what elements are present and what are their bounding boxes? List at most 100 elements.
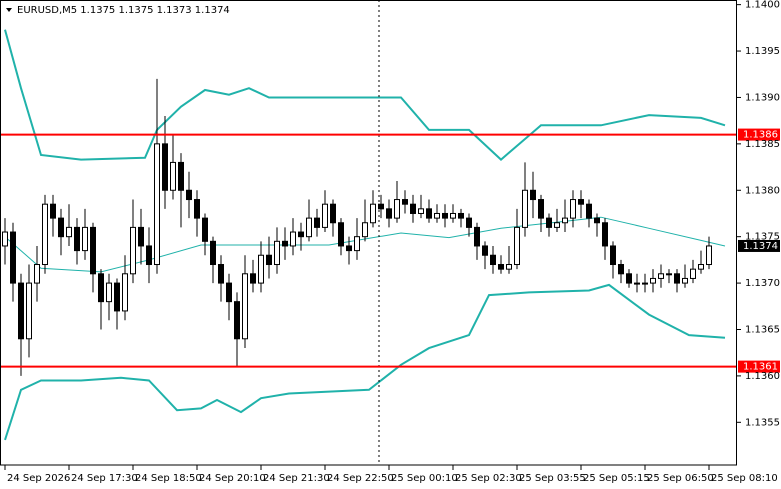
candle-body [282,240,288,247]
candle-body [66,226,72,238]
candle-body [642,282,648,285]
candle-body [50,203,56,219]
y-tick-label: 1.1400 [745,0,780,11]
candle-body [90,226,96,275]
candle-body [578,199,584,205]
last-price-bg [738,239,780,252]
candle-body [418,208,424,214]
candle-body [330,203,336,224]
candle-body [434,212,440,219]
candle-body [426,208,432,219]
y-tick-label: 1.1370 [745,278,780,289]
candle-body [626,273,632,284]
candle-body [402,199,408,205]
candle-body [386,208,392,219]
candle-body [490,254,496,266]
candle-body [466,217,472,228]
y-tick-label: 1.1395 [745,46,780,57]
y-tick-label: 1.1365 [745,324,780,335]
x-tick-label: 24 Sep 21:30 [263,473,330,484]
x-tick-label: 24 Sep 20:10 [199,473,266,484]
y-tick-label: 1.1375 [745,232,780,243]
level-label: 1.1361 [743,362,778,373]
candle-body [514,226,520,266]
level-label-bg [738,128,780,141]
x-tick-label: 24 Sep 22:50 [327,473,394,484]
candle-body [266,254,272,266]
chart-title: EURUSD,M5 1.1375 1.1375 1.1373 1.1374 [17,5,230,16]
candle-body [122,273,128,312]
bands [4,29,726,441]
candle-body [538,199,544,219]
candle-body [114,282,120,312]
x-tick-label: 24 Sep 18:50 [135,473,202,484]
candle-body [474,226,480,247]
candle-body [258,254,264,284]
candle-body [82,226,88,252]
candle-body [362,222,368,238]
y-tick-label: 1.1380 [745,185,780,196]
candle-body [522,189,528,228]
level-label-bg [738,360,780,373]
band-line [4,216,726,273]
candle-body [106,282,112,303]
candle-body [506,264,512,270]
y-tick-label: 1.1390 [745,92,780,103]
candle-body [2,231,8,247]
plot-frame [0,0,737,466]
candle-body [370,203,376,224]
last-price-label: 1.1374 [743,241,778,252]
candle-body [250,273,256,284]
candle-body [218,264,224,284]
candle-body [186,189,192,201]
candle-body [634,282,640,285]
candle-body [530,189,536,201]
candle-body [306,217,312,238]
candle-body [338,222,344,247]
candle-body [210,240,216,266]
x-tick-label: 25 Sep 08:10 [711,473,778,484]
candle-body [658,273,664,279]
band-line [4,283,726,441]
candle-body [314,217,320,228]
candle-body [674,273,680,284]
candle-body [570,199,576,219]
candle-body [450,212,456,219]
candle-body [682,277,688,284]
candle-body [410,203,416,214]
candle-body [546,217,552,228]
y-tick-label: 1.1355 [745,417,780,428]
candle-body [690,268,696,279]
candle-body [482,245,488,256]
candle-body [586,203,592,219]
candle-body [234,301,240,340]
candle-body [130,226,136,275]
candles [2,78,712,376]
x-tick-label: 24 Sep 17:30 [71,473,138,484]
x-tick-label: 25 Sep 05:15 [583,473,650,484]
axes: 1.1355 1.1360 1.1365 1.1370 1.1375 1.1380 1.13… [4,0,780,484]
candle-body [554,222,560,228]
x-tick-label: 25 Sep 06:50 [647,473,714,484]
candle-body [602,222,608,247]
candle-body [346,245,352,252]
candle-body [458,212,464,219]
level-label: 1.1386 [743,130,778,141]
candle-body [202,217,208,242]
levels: 1.1386 1.1361 1.1374 [0,128,780,373]
menu-arrow[interactable] [6,8,12,12]
candle-body [290,231,296,247]
candle-body [146,245,152,266]
candle-body [226,282,232,303]
candle-body [26,282,32,340]
candle-body [170,161,176,191]
candle-body [138,226,144,247]
candle-body [154,143,160,266]
x-tick-label: 24 Sep 2026 [7,473,70,484]
candle-body [18,282,24,340]
candle-body [562,217,568,224]
candle-body [274,240,280,266]
candle-body [706,245,712,266]
